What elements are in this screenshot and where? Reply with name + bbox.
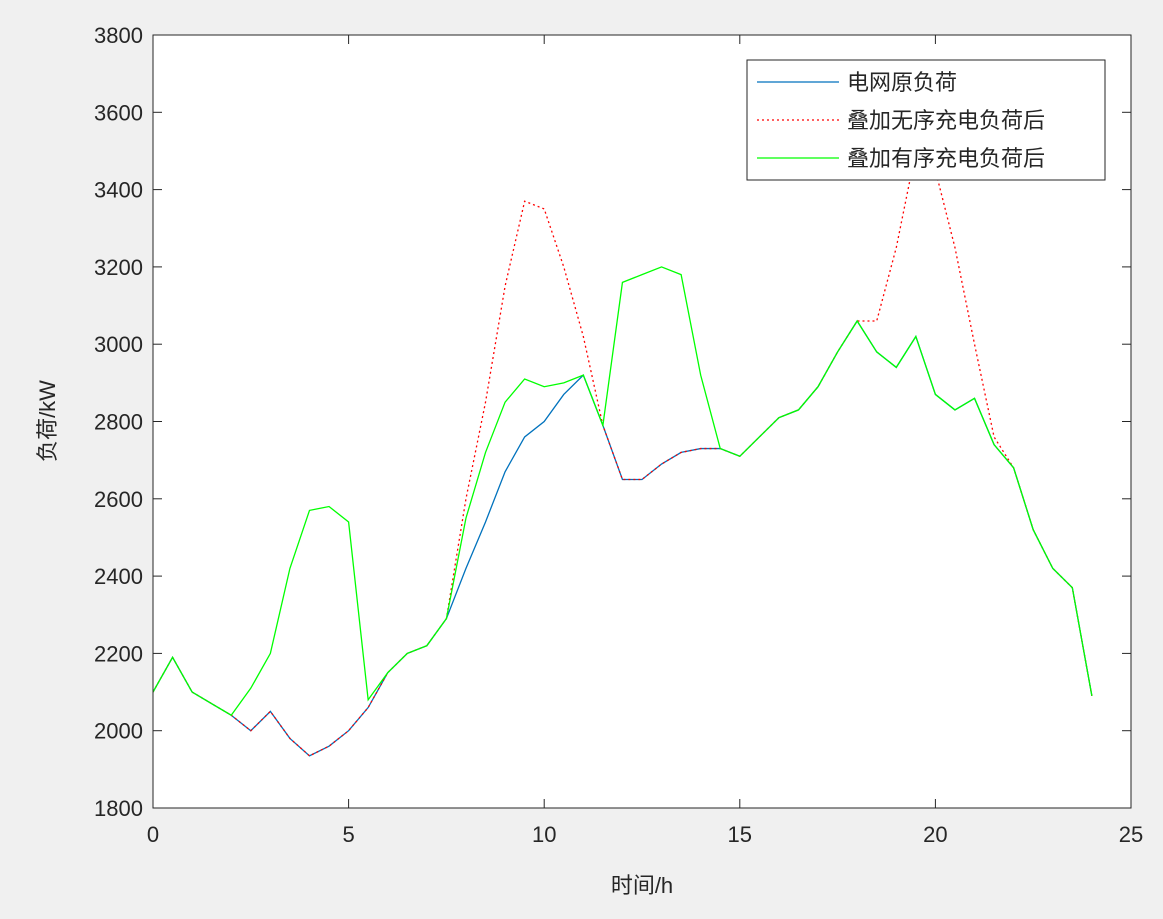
y-tick-label: 3400: [94, 178, 143, 203]
y-tick-label: 3800: [94, 23, 143, 48]
legend-label: 叠加有序充电负荷后: [847, 146, 1045, 171]
x-tick-label: 20: [923, 822, 947, 847]
x-axis-label: 时间/h: [611, 873, 673, 898]
axes-box: [152, 34, 1132, 809]
y-tick-label: 2800: [94, 410, 143, 435]
y-tick-label: 1800: [94, 796, 143, 821]
y-tick-label: 3200: [94, 255, 143, 280]
data-line: [152, 266, 1093, 717]
legend-box: [746, 59, 1106, 181]
y-axis-label: 负荷/kW: [35, 380, 60, 462]
y-tick-label: 2400: [94, 564, 143, 589]
y-tick-label: 2000: [94, 719, 143, 744]
y-tick-label: 2600: [94, 487, 143, 512]
legend-label: 电网原负荷: [847, 70, 957, 95]
x-tick-label: 15: [728, 822, 752, 847]
x-tick-label: 10: [532, 822, 556, 847]
x-tick-label: 0: [147, 822, 159, 847]
y-tick-label: 3600: [94, 100, 143, 125]
legend-label: 叠加无序充电负荷后: [847, 108, 1045, 133]
x-tick-label: 5: [342, 822, 354, 847]
y-tick-label: 2200: [94, 641, 143, 666]
x-tick-label: 25: [1119, 822, 1143, 847]
y-tick-label: 3000: [94, 332, 143, 357]
